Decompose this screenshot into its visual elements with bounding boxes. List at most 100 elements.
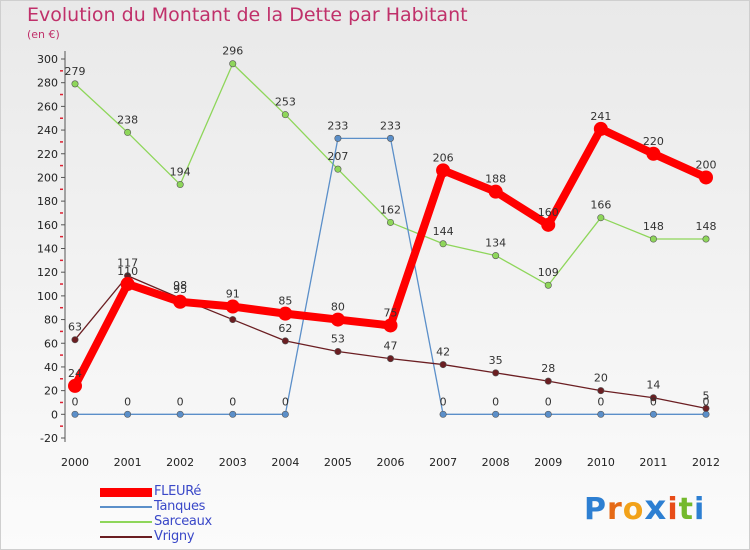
y-tick-label: 80 [44,314,58,327]
y-tick-label: 20 [44,385,58,398]
data-label: 0 [650,395,657,408]
x-tick-label: 2010 [587,456,615,469]
data-point [492,410,500,418]
logo-letter: i [667,492,679,527]
data-label: 20 [594,372,608,385]
data-point [702,410,710,418]
y-tick-label: 240 [37,124,58,137]
data-label: 95 [173,283,187,296]
data-point [488,184,503,199]
y-tick-label: 100 [37,290,58,303]
data-label: 148 [696,220,717,233]
data-point [492,369,500,377]
data-label: 110 [117,265,138,278]
data-point [593,121,608,136]
y-tick-label: 300 [37,53,58,66]
x-tick-label: 2001 [114,456,142,469]
data-point [120,277,135,292]
data-point [176,410,184,418]
logo-letter: r [607,492,623,527]
y-tick-label: 160 [37,219,58,232]
data-label: 233 [380,119,401,132]
y-tick-label: -20 [40,432,58,445]
data-label: 42 [436,346,450,359]
data-point [386,218,394,226]
logo-letter: t [678,492,694,527]
legend-label: Sarceaux [154,514,212,529]
data-label: 241 [590,110,611,123]
data-label: 85 [278,295,292,308]
data-label: 24 [68,367,82,380]
data-label: 91 [226,288,240,301]
y-tick-label: 180 [37,195,58,208]
data-label: 134 [485,237,506,250]
logo-letter: i [694,492,706,527]
y-tick-label: 220 [37,148,58,161]
data-label: 109 [538,266,559,279]
data-point [68,378,82,393]
y-tick-label: 140 [37,243,58,256]
data-label: 296 [222,45,243,58]
data-label: 0 [597,395,604,408]
x-tick-label: 2009 [534,456,562,469]
data-point [492,252,500,260]
data-point [229,60,237,68]
x-tick-label: 2002 [166,456,194,469]
data-label: 0 [229,395,236,408]
data-label: 253 [275,96,296,109]
data-label: 0 [545,395,552,408]
data-point [544,281,552,289]
data-point [330,312,345,327]
y-tick-label: 280 [37,77,58,90]
x-tick-label: 2004 [271,456,299,469]
legend-swatch [100,521,152,523]
data-point [225,299,240,314]
series-line-tanques [74,137,707,415]
data-label: 62 [278,322,292,335]
data-point [386,355,394,363]
x-tick-label: 2011 [639,456,667,469]
data-point [649,394,657,402]
data-point [176,181,184,189]
x-tick-label: 2005 [324,456,352,469]
data-point [544,410,552,418]
data-label: 188 [485,173,506,186]
data-point [124,128,132,136]
y-tick-label: 260 [37,100,58,113]
data-label: 75 [384,306,398,319]
proxiti-logo: Proxiti [584,488,705,528]
x-tick-label: 2003 [219,456,247,469]
data-label: 0 [72,395,79,408]
data-label: 0 [440,395,447,408]
data-label: 117 [117,257,138,270]
data-point [173,294,188,309]
data-label: 220 [643,135,664,148]
legend-label: FLEURé [154,484,202,499]
data-point [646,146,661,161]
x-tick-label: 2007 [429,456,457,469]
y-tick-label: 60 [44,337,58,350]
data-label: 63 [68,321,82,334]
data-label: 35 [489,354,503,367]
legend-label: Vrigny [154,529,195,544]
legend-swatch [100,506,152,508]
data-label: 0 [492,395,499,408]
data-label: 53 [331,333,345,346]
data-point [597,410,605,418]
data-label: 238 [117,113,138,126]
data-point [124,410,132,418]
data-label: 14 [646,379,660,392]
data-point [386,134,394,142]
data-point [436,163,451,178]
data-label: 194 [170,166,191,179]
data-label: 28 [541,362,555,375]
data-point [229,316,237,324]
chart-title: Evolution du Montant de la Dette par Hab… [27,4,468,26]
data-point [383,318,398,333]
data-point [649,235,657,243]
data-point [229,410,237,418]
data-label: 144 [433,225,454,238]
data-label: 166 [590,199,611,212]
data-point [334,134,342,142]
